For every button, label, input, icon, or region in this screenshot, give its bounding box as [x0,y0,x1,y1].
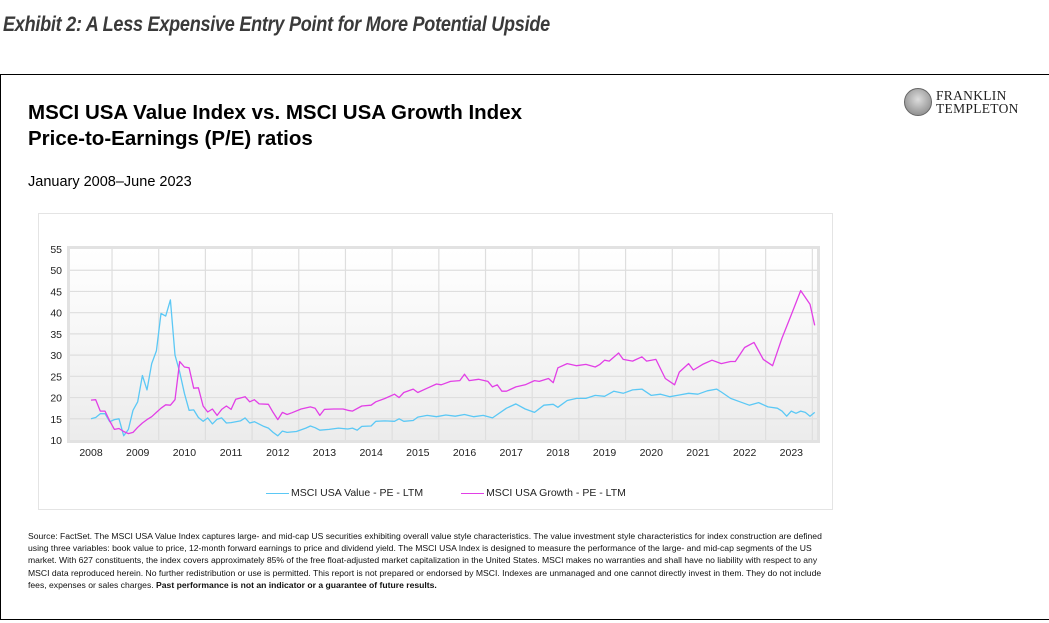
y-tick-label: 55 [50,244,62,256]
chart-legend: MSCI USA Value - PE - LTM MSCI USA Growt… [266,487,626,499]
y-tick-label: 20 [50,393,62,405]
franklin-medallion-icon [904,88,932,116]
series-line-value [90,299,816,437]
chart-subtitle: January 2008–June 2023 [28,174,192,190]
y-tick-label: 40 [50,308,62,320]
legend-label-growth: MSCI USA Growth - PE - LTM [486,487,626,499]
x-tick-label: 2014 [359,447,383,459]
legend-swatch-growth [461,492,485,494]
y-tick-label: 30 [50,350,62,362]
y-tick-label: 15 [50,414,62,426]
x-tick-label: 2009 [126,447,150,459]
y-tick-label: 10 [50,435,62,447]
x-tick-label: 2013 [313,447,337,459]
y-tick-label: 35 [50,329,62,341]
logo-text: FRANKLIN TEMPLETON [936,88,1019,116]
legend-swatch-value [266,492,289,494]
y-tick-label: 45 [50,286,62,298]
chart-title: MSCI USA Value Index vs. MSCI USA Growth… [28,100,522,152]
legend-label-value: MSCI USA Value - PE - LTM [291,487,424,499]
disclaimer-bold: Past performance is not an indicator or … [156,579,437,590]
x-tick-label: 2019 [593,447,617,459]
x-tick-label: 2017 [500,447,524,459]
x-tick-label: 2022 [733,447,757,459]
logo-line-2: TEMPLETON [936,101,1019,116]
exhibit-frame [0,74,1049,620]
x-tick-label: 2018 [546,447,570,459]
x-tick-label: 2020 [640,447,664,459]
x-tick-label: 2021 [686,447,710,459]
source-text: Source: FactSet. The MSCI USA Value Inde… [28,531,822,590]
plot-area [70,249,817,440]
x-tick-label: 2010 [173,447,197,459]
x-tick-label: 2012 [266,447,290,459]
x-tick-label: 2008 [79,447,103,459]
chart-title-line-1: MSCI USA Value Index vs. MSCI USA Growth… [28,101,522,124]
franklin-templeton-logo: FRANKLIN TEMPLETON [904,88,1019,116]
legend-item-value: MSCI USA Value - PE - LTM [266,487,423,499]
exhibit-title: Exhibit 2: A Less Expensive Entry Point … [3,13,550,36]
x-tick-label: 2016 [453,447,477,459]
y-tick-label: 50 [50,265,62,277]
y-tick-label: 25 [50,371,62,383]
chart-title-line-2: Price-to-Earnings (P/E) ratios [28,127,313,150]
legend-item-growth: MSCI USA Growth - PE - LTM [461,487,626,499]
series-line-growth [90,289,816,435]
x-tick-label: 2015 [406,447,430,459]
x-tick-label: 2011 [220,447,243,459]
source-footnote: Source: FactSet. The MSCI USA Value Inde… [28,530,838,591]
x-tick-label: 2023 [780,447,804,459]
logo-line-1: FRANKLIN [936,88,1007,103]
